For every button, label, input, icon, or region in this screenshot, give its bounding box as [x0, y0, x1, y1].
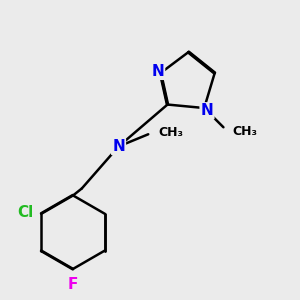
- Text: N: N: [201, 103, 213, 118]
- Text: CH₃: CH₃: [232, 125, 257, 138]
- Text: Cl: Cl: [17, 205, 34, 220]
- Text: F: F: [68, 277, 78, 292]
- Text: N: N: [151, 64, 164, 79]
- Text: N: N: [112, 139, 125, 154]
- Text: CH₃: CH₃: [158, 126, 183, 139]
